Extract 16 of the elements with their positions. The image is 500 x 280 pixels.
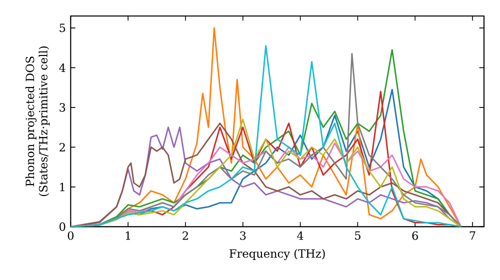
x-tick-label: 6 — [412, 231, 418, 240]
y-tick-label: 2 — [60, 142, 65, 152]
y-tick-label: 5 — [60, 24, 66, 32]
y-tick-label: 0 — [60, 222, 66, 231]
x-axis-title: Frequency (THz) — [230, 249, 325, 260]
x-tick-label: 3 — [240, 231, 246, 240]
y-tick-label: 1 — [60, 182, 64, 192]
y-axis-title: Phonon projected DOS (States/THz·primitive cell) — [25, 46, 50, 196]
y-tick-label: 4 — [59, 63, 66, 72]
x-tick-label: 4 — [297, 231, 304, 240]
x-tick-label: 1 — [126, 231, 130, 240]
x-tick-label: 2 — [182, 231, 188, 240]
x-tick-label: 0 — [68, 231, 74, 240]
x-tick-label: 7 — [470, 231, 476, 240]
x-tick-label: 5 — [355, 231, 360, 240]
y-tick-label: 3 — [60, 103, 66, 112]
